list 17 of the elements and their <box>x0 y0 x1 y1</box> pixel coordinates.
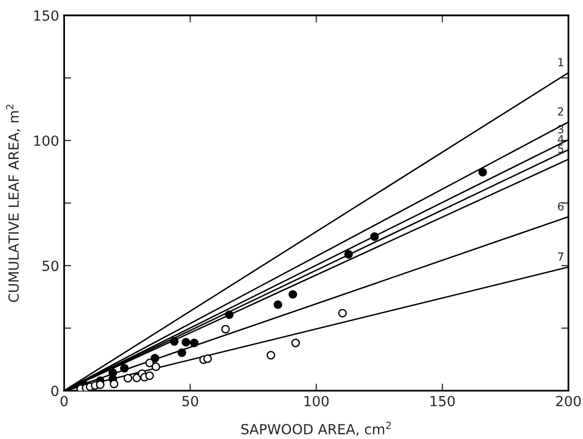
series-label: 6 <box>558 202 564 210</box>
x-tick-label: 150 <box>430 396 455 406</box>
series-label: 7 <box>558 252 564 261</box>
x-tick-label: 200 <box>556 396 581 406</box>
x-tick-label: 50 <box>182 396 198 406</box>
series-label: 3 <box>558 125 564 134</box>
x-tick-label: 100 <box>304 396 329 406</box>
x-tick-label: 0 <box>60 396 68 406</box>
series-label: 1 <box>558 58 564 66</box>
y-tick-label: 100 <box>34 135 58 146</box>
y-tick-label: 150 <box>34 10 58 21</box>
y-tick-label: 0 <box>51 386 58 396</box>
y-tick-label: 50 <box>42 260 58 272</box>
series-label: 5 <box>558 144 564 153</box>
y-axis-title: CUMULATIVE LEAF AREA, m$^{2}$ <box>6 104 20 302</box>
series-label: 2 <box>558 107 564 116</box>
x-axis-title: SAPWOOD AREA, cm$^{2}$ <box>241 422 391 436</box>
